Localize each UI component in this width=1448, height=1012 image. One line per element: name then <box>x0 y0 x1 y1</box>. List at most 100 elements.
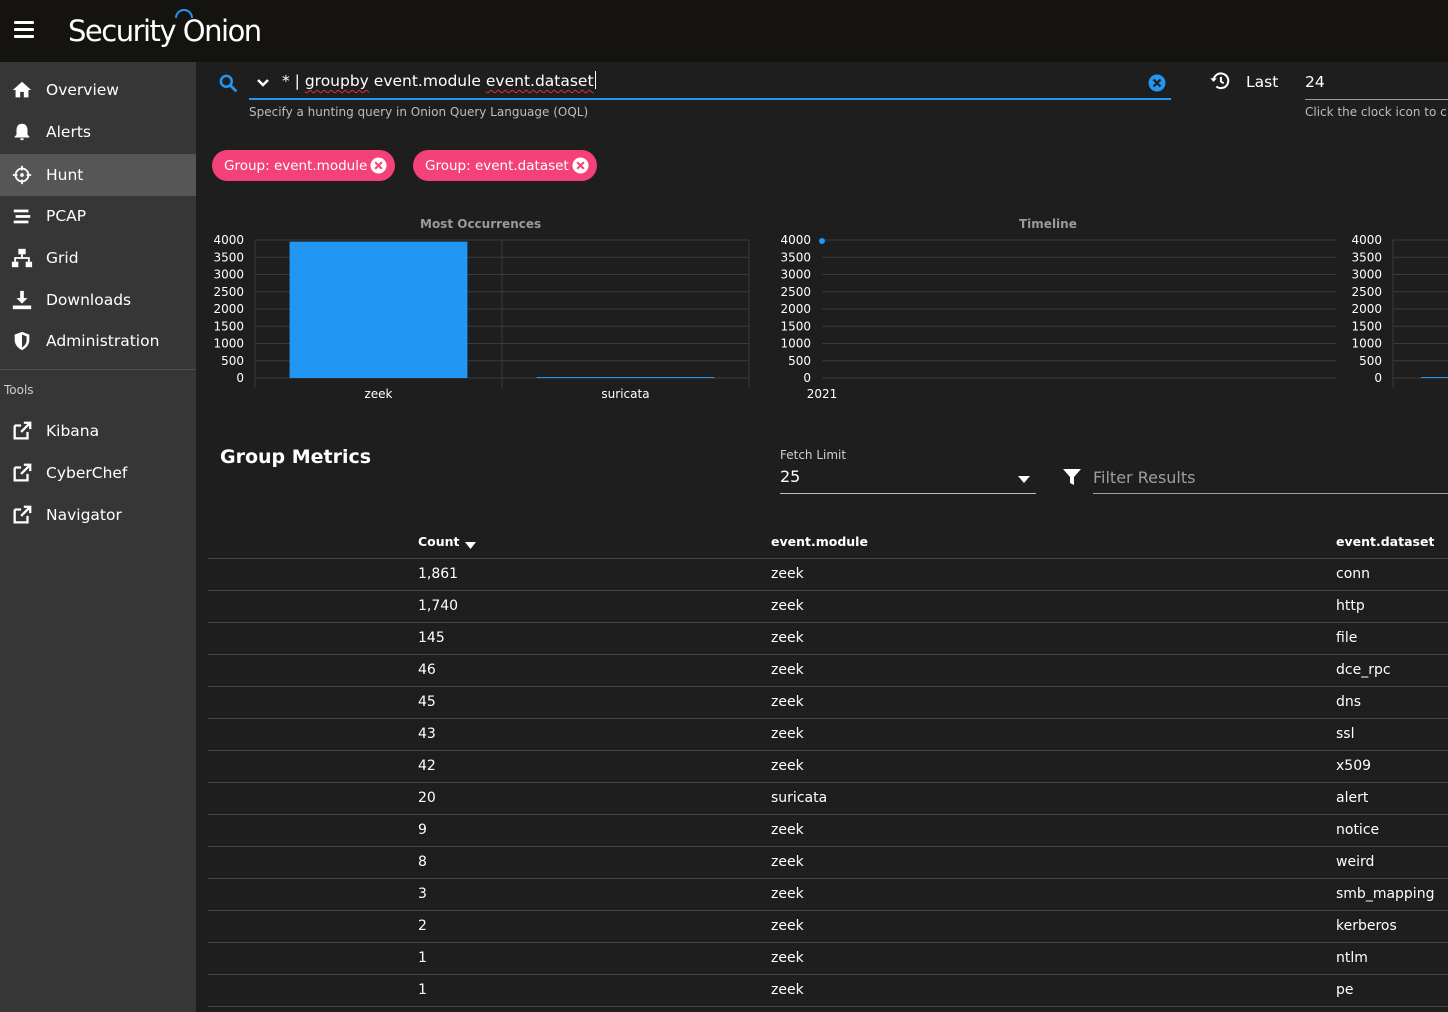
module-cell: zeek <box>771 982 804 998</box>
y-tick-label: 3500 <box>1351 250 1382 264</box>
time-range-label: Last <box>1246 73 1279 91</box>
y-tick-label: 2500 <box>213 285 244 299</box>
sidebar-item-label: Hunt <box>46 166 84 184</box>
sidebar-item-label: Overview <box>46 81 119 99</box>
chevron-down-icon[interactable] <box>256 78 270 88</box>
module-cell: zeek <box>771 598 804 614</box>
external-link-icon <box>13 421 32 440</box>
y-tick-label: 0 <box>236 371 244 385</box>
module-cell: zeek <box>771 886 804 902</box>
app-logo[interactable]: Security Onion <box>68 14 262 48</box>
filter-icon <box>1063 469 1081 485</box>
y-tick-label: 3500 <box>780 250 811 264</box>
count-cell: 1,740 <box>418 598 459 614</box>
time-range-value[interactable]: 24 <box>1305 73 1325 91</box>
dataset-cell: kerberos <box>1336 918 1397 934</box>
x-tick-label: 2021 <box>807 387 838 401</box>
logo-arc-icon <box>175 9 193 19</box>
sidebar-item-overview[interactable]: Overview <box>0 69 196 111</box>
dataset-cell: x509 <box>1336 758 1372 774</box>
table-row[interactable]: 45 zeek dns <box>208 687 1448 719</box>
sidebar-item-downloads[interactable]: Downloads <box>0 279 196 321</box>
module-cell: zeek <box>771 630 804 646</box>
timeline-chart: 0 500 1000 1500 2000 2500 3000 3500 4000 2021 <box>780 233 1336 401</box>
top-app-bar: Security Onion <box>0 0 1448 62</box>
table-row[interactable]: 3 zeek smb_mapping <box>208 879 1448 911</box>
sidebar-item-hunt[interactable]: Hunt <box>0 154 196 196</box>
x-tick-label: zeek <box>364 387 392 401</box>
table-body: 1,861 zeek conn 1,740 zeek http 145 zeek file 46 z… <box>208 559 1448 1007</box>
table-row[interactable]: 2 zeek kerberos <box>208 911 1448 943</box>
table-row[interactable]: 1 zeek pe <box>208 975 1448 1007</box>
count-cell: 145 <box>418 630 445 646</box>
y-tick-label: 3000 <box>213 268 244 282</box>
count-cell: 3 <box>418 886 427 902</box>
network-icon <box>11 248 33 268</box>
timeline-point <box>819 238 825 245</box>
count-cell: 9 <box>418 822 427 838</box>
sidebar-item-pcap[interactable]: PCAP <box>0 195 196 237</box>
filter-results-input[interactable]: Filter Results <box>1093 462 1448 494</box>
dataset-cell: ntlm <box>1336 950 1368 966</box>
y-tick-label: 500 <box>788 354 811 368</box>
dataset-cell: http <box>1336 598 1365 614</box>
table-row[interactable]: 1,740 zeek http <box>208 591 1448 623</box>
table-row[interactable]: 1,861 zeek conn <box>208 559 1448 591</box>
external-link-icon <box>13 463 32 482</box>
y-tick-label: 4000 <box>1351 233 1382 247</box>
column-header-dataset[interactable]: event.dataset <box>1336 534 1435 549</box>
chart-title-timeline: Timeline <box>1019 217 1077 231</box>
module-cell: suricata <box>771 790 828 806</box>
column-header-count[interactable]: Count <box>418 534 476 549</box>
query-input[interactable]: * | groupby event.module event.dataset <box>249 62 1171 100</box>
y-tick-label: 2500 <box>1351 285 1382 299</box>
sidebar-item-grid[interactable]: Grid <box>0 237 196 279</box>
table-row[interactable]: 43 zeek ssl <box>208 719 1448 751</box>
query-text[interactable]: * | groupby event.module event.dataset <box>282 71 596 90</box>
history-icon[interactable] <box>1209 70 1231 92</box>
y-tick-label: 1000 <box>1351 337 1382 351</box>
table-row[interactable]: 9 zeek notice <box>208 815 1448 847</box>
sidebar-item-label: Grid <box>46 249 79 267</box>
shield-icon <box>14 331 30 351</box>
close-icon[interactable] <box>572 157 589 174</box>
group-metrics-table: Count event.module event.dataset 1,861 ze… <box>208 526 1448 1007</box>
module-cell: zeek <box>771 662 804 678</box>
table-row[interactable]: 46 zeek dce_rpc <box>208 655 1448 687</box>
table-row[interactable]: 1 zeek ntlm <box>208 943 1448 975</box>
sort-desc-icon[interactable] <box>464 542 476 549</box>
table-row[interactable]: 145 zeek file <box>208 623 1448 655</box>
dataset-cell: smb_mapping <box>1336 886 1435 902</box>
sidebar: Overview Alerts Hunt PCAP Grid Downloads… <box>0 62 196 1012</box>
group-chip-module[interactable]: Group: event.module <box>212 150 396 181</box>
y-tick-label: 3500 <box>213 250 244 264</box>
sidebar-item-navigator[interactable]: Navigator <box>0 494 196 536</box>
dataset-cell: file <box>1336 630 1358 646</box>
search-icon[interactable] <box>218 73 238 93</box>
main-content: * | groupby event.module event.dataset S… <box>196 62 1448 1012</box>
table-row[interactable]: 8 zeek weird <box>208 847 1448 879</box>
sidebar-item-cyberchef[interactable]: CyberChef <box>0 452 196 494</box>
close-icon[interactable] <box>370 157 387 174</box>
table-row[interactable]: 20 suricata alert <box>208 783 1448 815</box>
menu-icon[interactable] <box>14 21 34 39</box>
time-range-input[interactable]: 24 <box>1305 62 1448 100</box>
filter-placeholder: Filter Results <box>1093 468 1196 487</box>
sidebar-item-label: Alerts <box>46 123 91 141</box>
bell-icon <box>14 123 30 141</box>
caret-down-icon[interactable] <box>1018 476 1030 483</box>
column-header-module[interactable]: event.module <box>771 534 868 549</box>
sidebar-item-administration[interactable]: Administration <box>0 320 196 362</box>
module-cell: zeek <box>771 726 804 742</box>
sidebar-item-alerts[interactable]: Alerts <box>0 111 196 153</box>
table-row[interactable]: 42 zeek x509 <box>208 751 1448 783</box>
sidebar-item-label: PCAP <box>46 207 87 225</box>
dataset-cell: pe <box>1336 982 1354 998</box>
fetch-limit-select[interactable]: 25 <box>780 464 1036 494</box>
sidebar-item-kibana[interactable]: Kibana <box>0 410 196 452</box>
count-cell: 2 <box>418 918 427 934</box>
clear-query-icon[interactable] <box>1148 74 1166 92</box>
group-chip-dataset[interactable]: Group: event.dataset <box>413 150 597 181</box>
y-tick-label: 2500 <box>780 285 811 299</box>
x-tick-label: suricata <box>601 387 649 401</box>
